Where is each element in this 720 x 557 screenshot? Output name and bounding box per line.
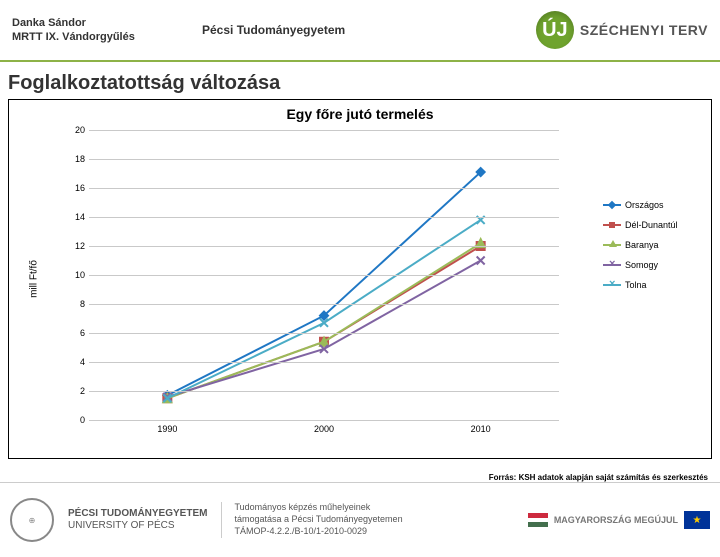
gridline	[89, 159, 559, 160]
y-tick-label: 18	[75, 154, 85, 164]
legend-swatch-icon	[603, 204, 621, 206]
y-tick-label: 14	[75, 212, 85, 222]
legend-label: Tolna	[625, 280, 647, 290]
chart-box: Egy főre jutó termelés mill Ft/fő 024681…	[8, 99, 712, 459]
szechenyi-text: SZÉCHENYI TERV	[580, 22, 708, 38]
hungary-text: MAGYARORSZÁG MEGÚJUL	[554, 515, 678, 525]
legend: Országos Dél-Dunantúl Baranya × Somogy × Tolna	[603, 200, 703, 300]
y-tick-label: 16	[75, 183, 85, 193]
gridline	[89, 217, 559, 218]
legend-label: Dél-Dunantúl	[625, 220, 678, 230]
tamop-line3: TÁMOP-4.2.2./B-10/1-2010-0029	[234, 526, 402, 538]
legend-marker-icon	[608, 201, 616, 209]
series-marker	[477, 257, 485, 265]
legend-label: Somogy	[625, 260, 658, 270]
legend-label: Baranya	[625, 240, 659, 250]
gridline	[89, 304, 559, 305]
legend-item: × Somogy	[603, 260, 703, 270]
plot-area: 02468101214161820199020002010	[89, 130, 559, 420]
y-tick-label: 6	[80, 328, 85, 338]
author-name: Danka Sándor	[12, 16, 162, 30]
legend-swatch-icon: ×	[603, 284, 621, 286]
author-block: Danka Sándor MRTT IX. Vándorgyűlés	[12, 16, 162, 45]
legend-item: Dél-Dunantúl	[603, 220, 703, 230]
legend-label: Országos	[625, 200, 664, 210]
y-tick-label: 12	[75, 241, 85, 251]
gridline	[89, 246, 559, 247]
x-tick-label: 1990	[157, 424, 177, 434]
legend-swatch-icon: ×	[603, 264, 621, 266]
gridline	[89, 391, 559, 392]
x-tick-label: 2000	[314, 424, 334, 434]
tamop-line1: Tudományos képzés műhelyeinek	[234, 502, 402, 514]
pte-name-hu: PÉCSI TUDOMÁNYEGYETEM	[68, 508, 207, 520]
legend-marker-icon: ×	[609, 258, 615, 264]
szechenyi-arrow-label: ÚJ	[542, 19, 568, 42]
gridline	[89, 362, 559, 363]
legend-marker-icon: ×	[609, 278, 615, 284]
pte-seal-icon: ⊕	[10, 498, 54, 542]
legend-item: Országos	[603, 200, 703, 210]
university-name: Pécsi Tudományegyetem	[162, 23, 536, 37]
source-note: Forrás: KSH adatok alapján saját számítá…	[0, 471, 720, 482]
y-axis-label: mill Ft/fő	[28, 260, 39, 298]
y-tick-label: 20	[75, 125, 85, 135]
gridline	[89, 420, 559, 421]
pte-name-block: PÉCSI TUDOMÁNYEGYETEM UNIVERSITY OF PÉCS	[68, 508, 207, 532]
gridline	[89, 130, 559, 131]
hungary-flag-icon	[528, 513, 548, 527]
legend-marker-icon	[609, 222, 615, 228]
legend-item: × Tolna	[603, 280, 703, 290]
y-tick-label: 0	[80, 415, 85, 425]
pte-name-en: UNIVERSITY OF PÉCS	[68, 520, 207, 532]
y-tick-label: 2	[80, 386, 85, 396]
y-tick-label: 4	[80, 357, 85, 367]
footer-bar: ⊕ PÉCSI TUDOMÁNYEGYETEM UNIVERSITY OF PÉ…	[0, 482, 720, 557]
legend-swatch-icon	[603, 224, 621, 226]
hungary-logo: MAGYARORSZÁG MEGÚJUL ★	[528, 511, 710, 529]
szechenyi-circle-icon: ÚJ	[536, 11, 574, 49]
chart-container: Egy főre jutó termelés mill Ft/fő 024681…	[0, 99, 720, 471]
tamop-line2: támogatása a Pécsi Tudományegyetemen	[234, 514, 402, 526]
gridline	[89, 275, 559, 276]
legend-item: Baranya	[603, 240, 703, 250]
header-bar: Danka Sándor MRTT IX. Vándorgyűlés Pécsi…	[0, 0, 720, 62]
legend-swatch-icon	[603, 244, 621, 246]
y-tick-label: 10	[75, 270, 85, 280]
gridline	[89, 333, 559, 334]
legend-marker-icon	[609, 240, 617, 247]
x-tick-label: 2010	[471, 424, 491, 434]
chart-title: Egy főre jutó termelés	[9, 106, 711, 122]
szechenyi-logo: ÚJ SZÉCHENYI TERV	[536, 11, 708, 49]
gridline	[89, 188, 559, 189]
eu-flag-icon: ★	[684, 511, 710, 529]
y-tick-label: 8	[80, 299, 85, 309]
page-title: Foglalkoztatottság változása	[0, 62, 720, 99]
tamop-block: Tudományos képzés műhelyeinek támogatása…	[221, 502, 402, 537]
event-name: MRTT IX. Vándorgyűlés	[12, 30, 162, 44]
